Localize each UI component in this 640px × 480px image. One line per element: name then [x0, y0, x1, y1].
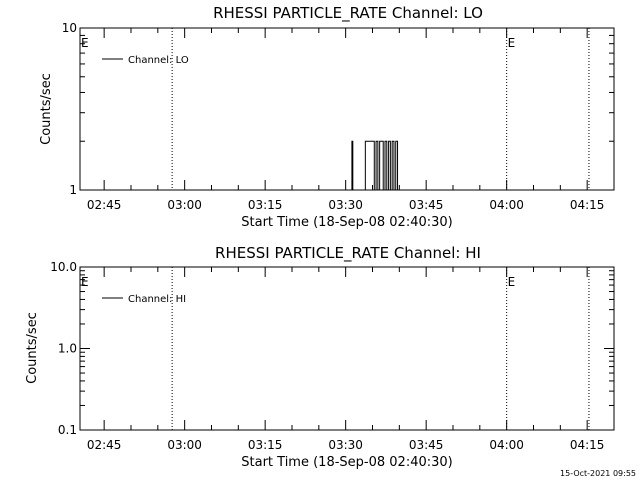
panel-hi-ylabel: Counts/sec [25, 312, 40, 384]
y-tick-label: 1.0 [58, 342, 77, 356]
panel-hi: RHESSI PARTICLE_RATE Channel: HI Counts/… [25, 244, 615, 470]
panel-lo-vertical-markers [171, 28, 590, 190]
y-tick-label: 10 [62, 21, 77, 35]
panel-lo-y-ticks: 1 10 [62, 21, 614, 197]
x-tick-label: 04:00 [489, 198, 524, 212]
x-tick-label: 03:30 [328, 438, 363, 452]
x-tick-label: 03:15 [248, 198, 283, 212]
panel-hi-legend: Channel: HI [102, 294, 186, 305]
panel-lo-legend: Channel: LO [102, 55, 189, 66]
panel-hi-x-ticks: 02:45 03:00 03:15 03:30 03:45 04:00 04:15 [87, 267, 615, 452]
e-marker: E [81, 275, 89, 289]
panel-lo: RHESSI PARTICLE_RATE Channel: LO Counts/… [39, 4, 615, 230]
x-tick-label: 03:45 [409, 438, 444, 452]
x-tick-label: 04:15 [570, 198, 605, 212]
e-marker: E [81, 36, 89, 50]
x-tick-label: 03:45 [409, 198, 444, 212]
plot-timestamp: 15-Oct-2021 09:55 [560, 469, 636, 478]
x-tick-label: 03:30 [328, 198, 363, 212]
panel-lo-title: RHESSI PARTICLE_RATE Channel: LO [213, 4, 483, 23]
series-line [351, 140, 400, 191]
panel-hi-xlabel: Start Time (18-Sep-08 02:40:30) [241, 455, 452, 470]
y-tick-label: 10.0 [50, 260, 77, 274]
panel-lo-x-ticks: 02:45 03:00 03:15 03:30 03:45 04:00 04:15 [87, 28, 615, 212]
x-tick-label: 03:00 [167, 438, 202, 452]
panel-hi-legend-label: Channel: HI [128, 294, 186, 305]
panel-lo-legend-label: Channel: LO [128, 55, 189, 66]
x-tick-label: 03:00 [167, 198, 202, 212]
panel-lo-ylabel: Counts/sec [39, 73, 54, 145]
panel-hi-title: RHESSI PARTICLE_RATE Channel: HI [215, 244, 481, 263]
panel-lo-axes-frame [79, 27, 615, 191]
e-marker: E [508, 36, 516, 50]
x-tick-label: 04:15 [570, 438, 605, 452]
x-tick-label: 02:45 [87, 198, 122, 212]
y-tick-label: 1 [69, 183, 77, 197]
panel-lo-xlabel: Start Time (18-Sep-08 02:40:30) [241, 215, 452, 230]
panel-lo-series [351, 140, 400, 191]
panel-hi-y-ticks: 0.1 1.0 10.0 [50, 260, 614, 437]
y-tick-label: 0.1 [58, 423, 77, 437]
x-tick-label: 03:15 [248, 438, 283, 452]
panel-hi-axes-frame [79, 266, 615, 431]
panel-hi-vertical-markers [171, 267, 590, 430]
x-tick-label: 04:00 [489, 438, 524, 452]
e-marker: E [508, 275, 516, 289]
x-tick-label: 02:45 [87, 438, 122, 452]
